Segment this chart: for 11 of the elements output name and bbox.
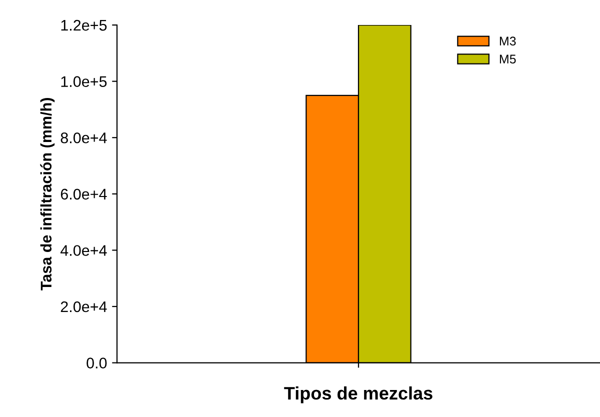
y-tick-label: 2.0e+4 [60, 301, 107, 312]
y-tick-label: 8.0e+4 [60, 132, 107, 144]
x-axis-title: Tipos de mezclas [284, 386, 432, 404]
y-tick-label: 4.0e+4 [60, 245, 107, 256]
y-tick-label: 0.0 [86, 358, 107, 368]
legend-label: M3 [500, 36, 516, 46]
y-axis-title: Tasa de infiltración (mm/h) [40, 98, 55, 290]
y-tick-label: 1.2e+5 [61, 20, 107, 31]
legend-label: M5 [500, 54, 516, 64]
y-tick-label: 6.0e+4 [60, 188, 107, 200]
y-tick-label: 1.0e+5 [61, 76, 107, 87]
